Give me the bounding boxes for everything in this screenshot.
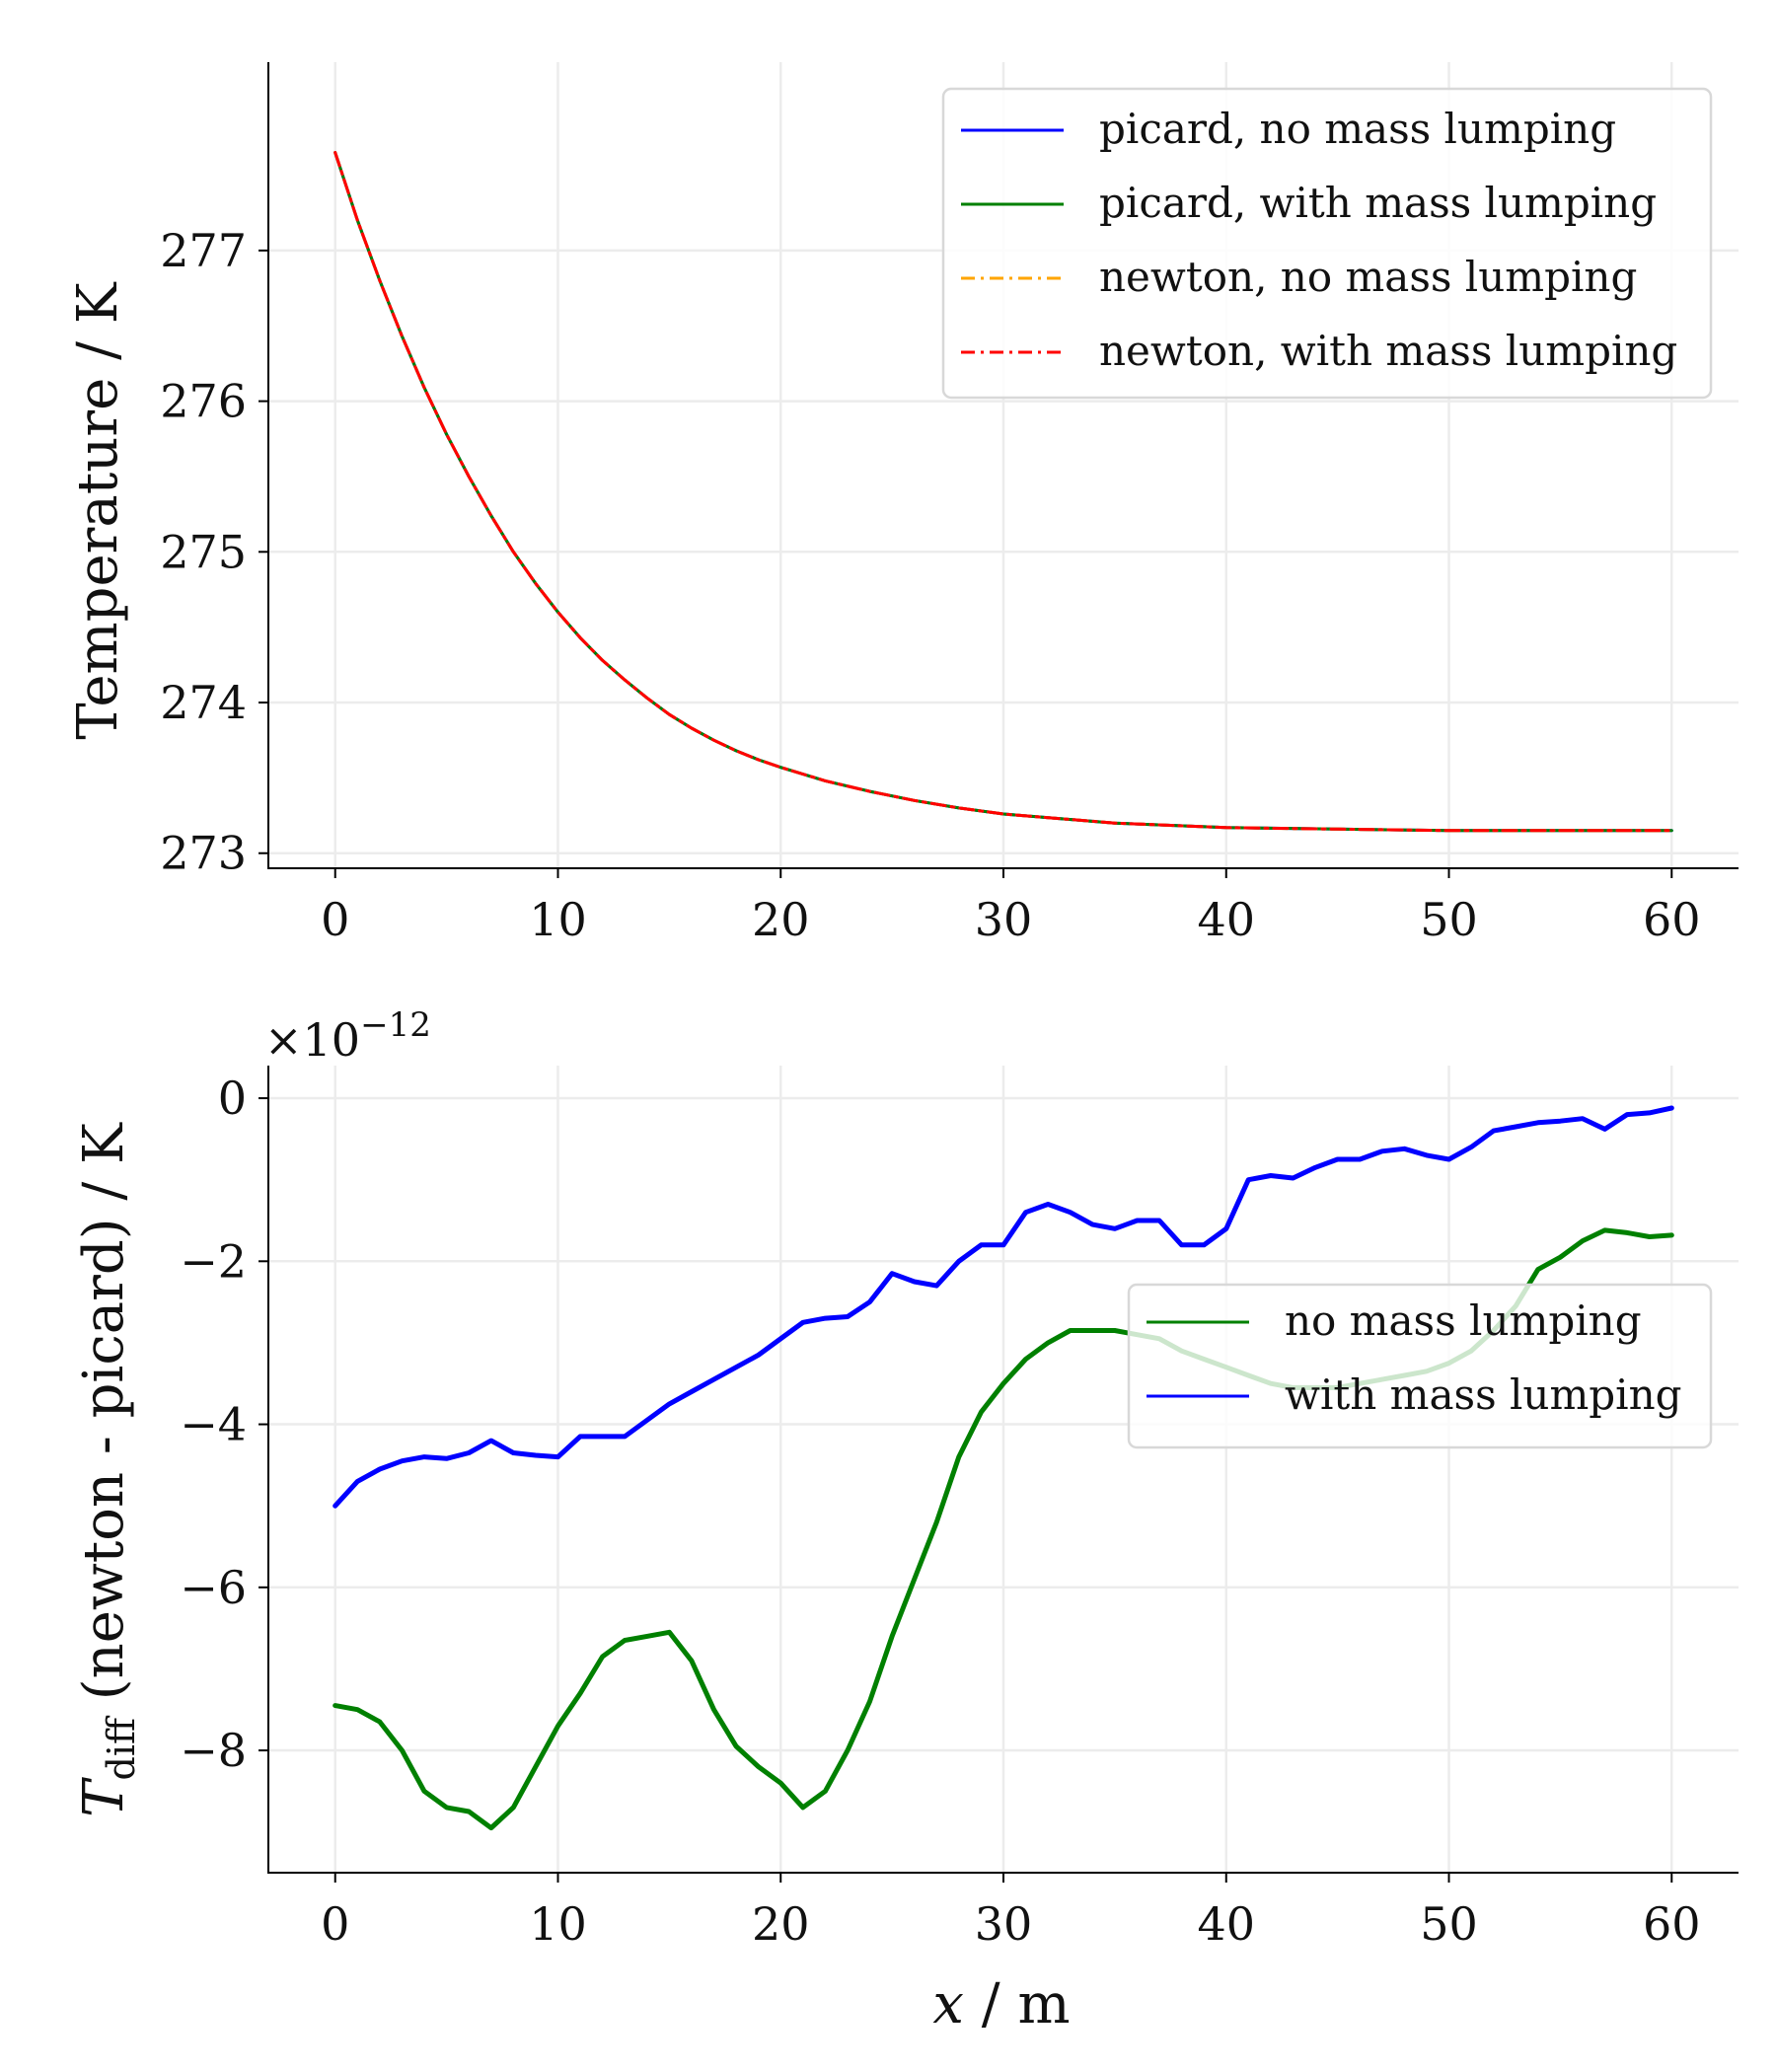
legend-label: picard, with mass lumping — [1099, 179, 1657, 227]
scale-factor-label: ×10−12 — [264, 1005, 431, 1067]
legend-label: newton, no mass lumping — [1099, 253, 1637, 301]
y-tick-label: 275 — [160, 525, 247, 578]
legend-label: picard, no mass lumping — [1099, 105, 1616, 153]
temperature-difference-chart: 0 10 20 30 40 50 60 0 −2 −4 −6 −8 ×10−12 Tdiff (new… — [72, 1005, 1739, 2036]
scale-base: ×10 — [264, 1013, 360, 1067]
y-tick-label: −4 — [180, 1398, 247, 1451]
series-line-2 — [333, 1105, 1674, 1509]
legend-label: newton, with mass lumping — [1099, 327, 1677, 375]
x-tick-label: 30 — [975, 893, 1033, 946]
scale-exponent: −12 — [360, 1005, 431, 1045]
y-tick-label: −6 — [180, 1561, 247, 1614]
x-tick-label: 10 — [529, 1897, 587, 1951]
series-line-4 — [333, 151, 1673, 833]
x-tick-label: 0 — [321, 893, 349, 946]
x-axis-label: x / m — [932, 1972, 1070, 2036]
x-tick-label: 20 — [752, 893, 810, 946]
temperature-chart: 0 10 20 30 40 50 60 273 274 275 276 277 Temperature… — [66, 62, 1739, 946]
x-tick-label: 50 — [1420, 1897, 1478, 1951]
top-legend: picard, no mass lumping picard, with mass… — [941, 87, 1713, 400]
x-tick-label: 30 — [975, 1897, 1033, 1951]
x-tick-label: 0 — [321, 1897, 349, 1951]
x-tick-label: 10 — [529, 893, 587, 946]
x-tick-label: 50 — [1420, 893, 1478, 946]
y-tick-label: 274 — [160, 676, 247, 729]
x-tick-label: 40 — [1197, 1897, 1255, 1951]
y-tick-label: 277 — [160, 224, 247, 277]
bottom-y-axis-label: Tdiff (newton - picard) / K — [72, 1122, 143, 1817]
legend-label: with mass lumping — [1285, 1370, 1682, 1419]
top-chart-axes — [267, 62, 1739, 869]
legend-label: no mass lumping — [1285, 1296, 1642, 1345]
x-tick-label: 20 — [752, 1897, 810, 1951]
y-tick-label: −2 — [180, 1234, 247, 1288]
x-tick-label: 40 — [1197, 893, 1255, 946]
top-y-axis-label: Temperature / K — [66, 281, 130, 739]
x-tick-label: 60 — [1643, 893, 1701, 946]
bottom-legend: no mass lumping with mass lumping — [1127, 1283, 1713, 1449]
y-tick-label: 273 — [160, 827, 247, 880]
y-tick-label: −8 — [180, 1724, 247, 1777]
y-tick-label: 276 — [160, 375, 247, 428]
y-tick-label: 0 — [218, 1072, 247, 1125]
bottom-chart-axes — [267, 1066, 1739, 1874]
x-tick-label: 60 — [1643, 1897, 1701, 1951]
